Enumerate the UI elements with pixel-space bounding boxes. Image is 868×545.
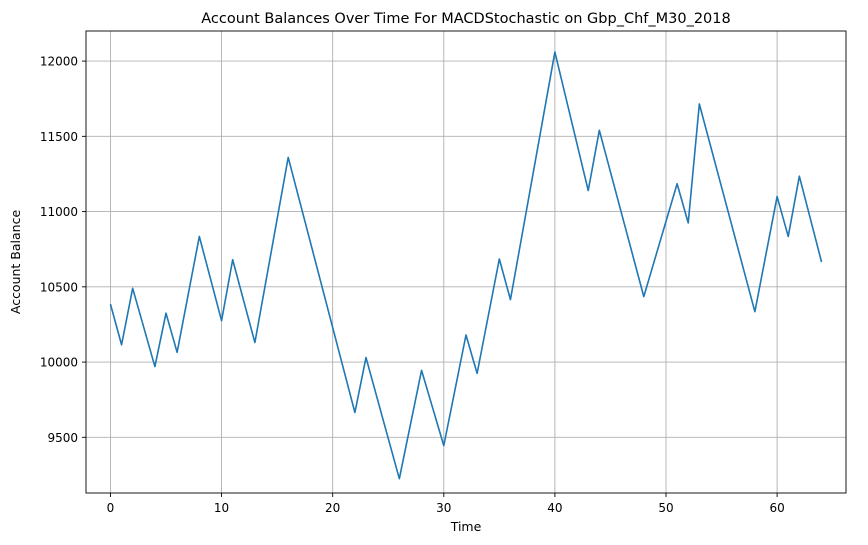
x-tick-label: 60 [769, 501, 784, 515]
x-tick-label: 30 [436, 501, 451, 515]
y-axis-label: Account Balance [8, 210, 23, 315]
chart-title: Account Balances Over Time For MACDStoch… [201, 11, 730, 27]
y-tick-label: 10000 [40, 356, 78, 370]
ticks-layer: 0 10 20 30 40 50 60 9500 10000 10500 11000 11500 120… [40, 55, 785, 515]
x-tick-label: 10 [214, 501, 229, 515]
y-tick-label: 12000 [40, 55, 78, 69]
x-tick-label: 50 [658, 501, 673, 515]
series-line [109, 51, 823, 480]
plot-frame [85, 30, 847, 494]
y-tick-label: 9500 [47, 431, 78, 445]
series-layer [109, 51, 823, 480]
grid-layer [86, 31, 846, 493]
x-tick-label: 20 [325, 501, 340, 515]
x-tick-label: 40 [547, 501, 562, 515]
x-axis-label: Time [450, 519, 482, 534]
x-tick-label: 0 [107, 501, 115, 515]
y-tick-label: 11500 [40, 130, 78, 144]
y-tick-label: 10500 [40, 280, 78, 294]
y-tick-label: 11000 [40, 205, 78, 219]
